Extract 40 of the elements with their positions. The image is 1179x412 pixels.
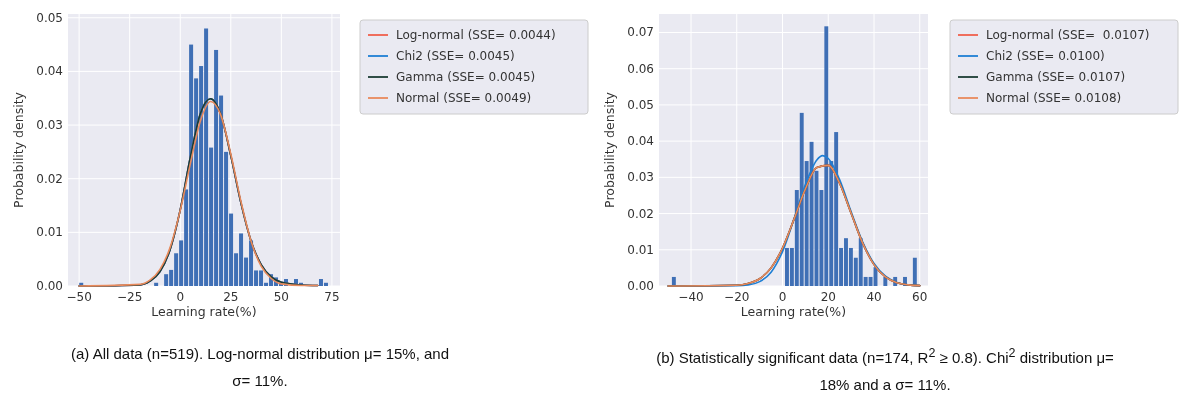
x-tick-label: 20: [820, 290, 836, 304]
x-tick-label: 50: [273, 290, 289, 304]
x-tick-label: −50: [66, 290, 92, 304]
legend-label: Normal (SSE= 0.0049): [396, 91, 532, 105]
y-tick-label: 0.05: [627, 97, 654, 112]
x-axis-title: Learning rate(%): [151, 304, 257, 319]
legend-label: Log-normal (SSE= 0.0107): [986, 28, 1150, 42]
y-tick-label: 0.01: [627, 242, 654, 257]
y-tick-label: 0.00: [627, 279, 654, 293]
y-tick-label: 0.03: [36, 118, 63, 133]
text: (a) All data (n=519). Log-normal distribution μ= 15%, and σ= 11%.: [70, 344, 450, 391]
x-tick-label: −20: [724, 290, 750, 304]
y-axis-title: Probability density: [602, 91, 617, 208]
legend-label: Normal (SSE= 0.0108): [986, 91, 1122, 105]
x-tick-label: −40: [678, 290, 704, 304]
legend-label: Log-normal (SSE= 0.0044): [396, 28, 556, 42]
x-tick-label: 40: [866, 290, 882, 304]
y-tick-label: 0.04: [36, 64, 63, 79]
y-tick-label: 0.02: [627, 206, 654, 221]
x-tick-label: 75: [324, 290, 340, 304]
y-tick-label: 0.06: [627, 61, 654, 76]
text: (b) Statistically significant data (n=174, R$^{2}$ ≥ 0.8). Chi$^{2}$ distribution μ= 18% and a σ= 11%.: [656, 346, 1114, 393]
y-tick-label: 0.01: [36, 225, 63, 240]
y-tick-label: 0.02: [36, 171, 63, 186]
y-tick-label: 0.00: [36, 279, 63, 293]
x-tick-label: 0: [176, 290, 185, 304]
y-axis-title: Probability density: [11, 91, 26, 208]
x-axis-title: Learning rate(%): [740, 304, 847, 319]
legend-label: Chi2 (SSE= 0.0045): [396, 49, 515, 63]
legend-label: Chi2 (SSE= 0.0100): [986, 49, 1105, 63]
x-tick-label: −25: [117, 290, 143, 304]
legend-label: Gamma (SSE= 0.0107): [986, 70, 1126, 84]
y-tick-label: 0.05: [36, 10, 63, 25]
x-tick-label: 0: [778, 290, 787, 304]
legend-label: Gamma (SSE= 0.0045): [396, 70, 536, 84]
y-tick-label: 0.03: [627, 170, 654, 185]
x-tick-label: 25: [223, 290, 239, 304]
y-tick-label: 0.07: [627, 25, 654, 40]
x-tick-label: 60: [912, 290, 928, 304]
y-tick-label: 0.04: [627, 134, 654, 149]
